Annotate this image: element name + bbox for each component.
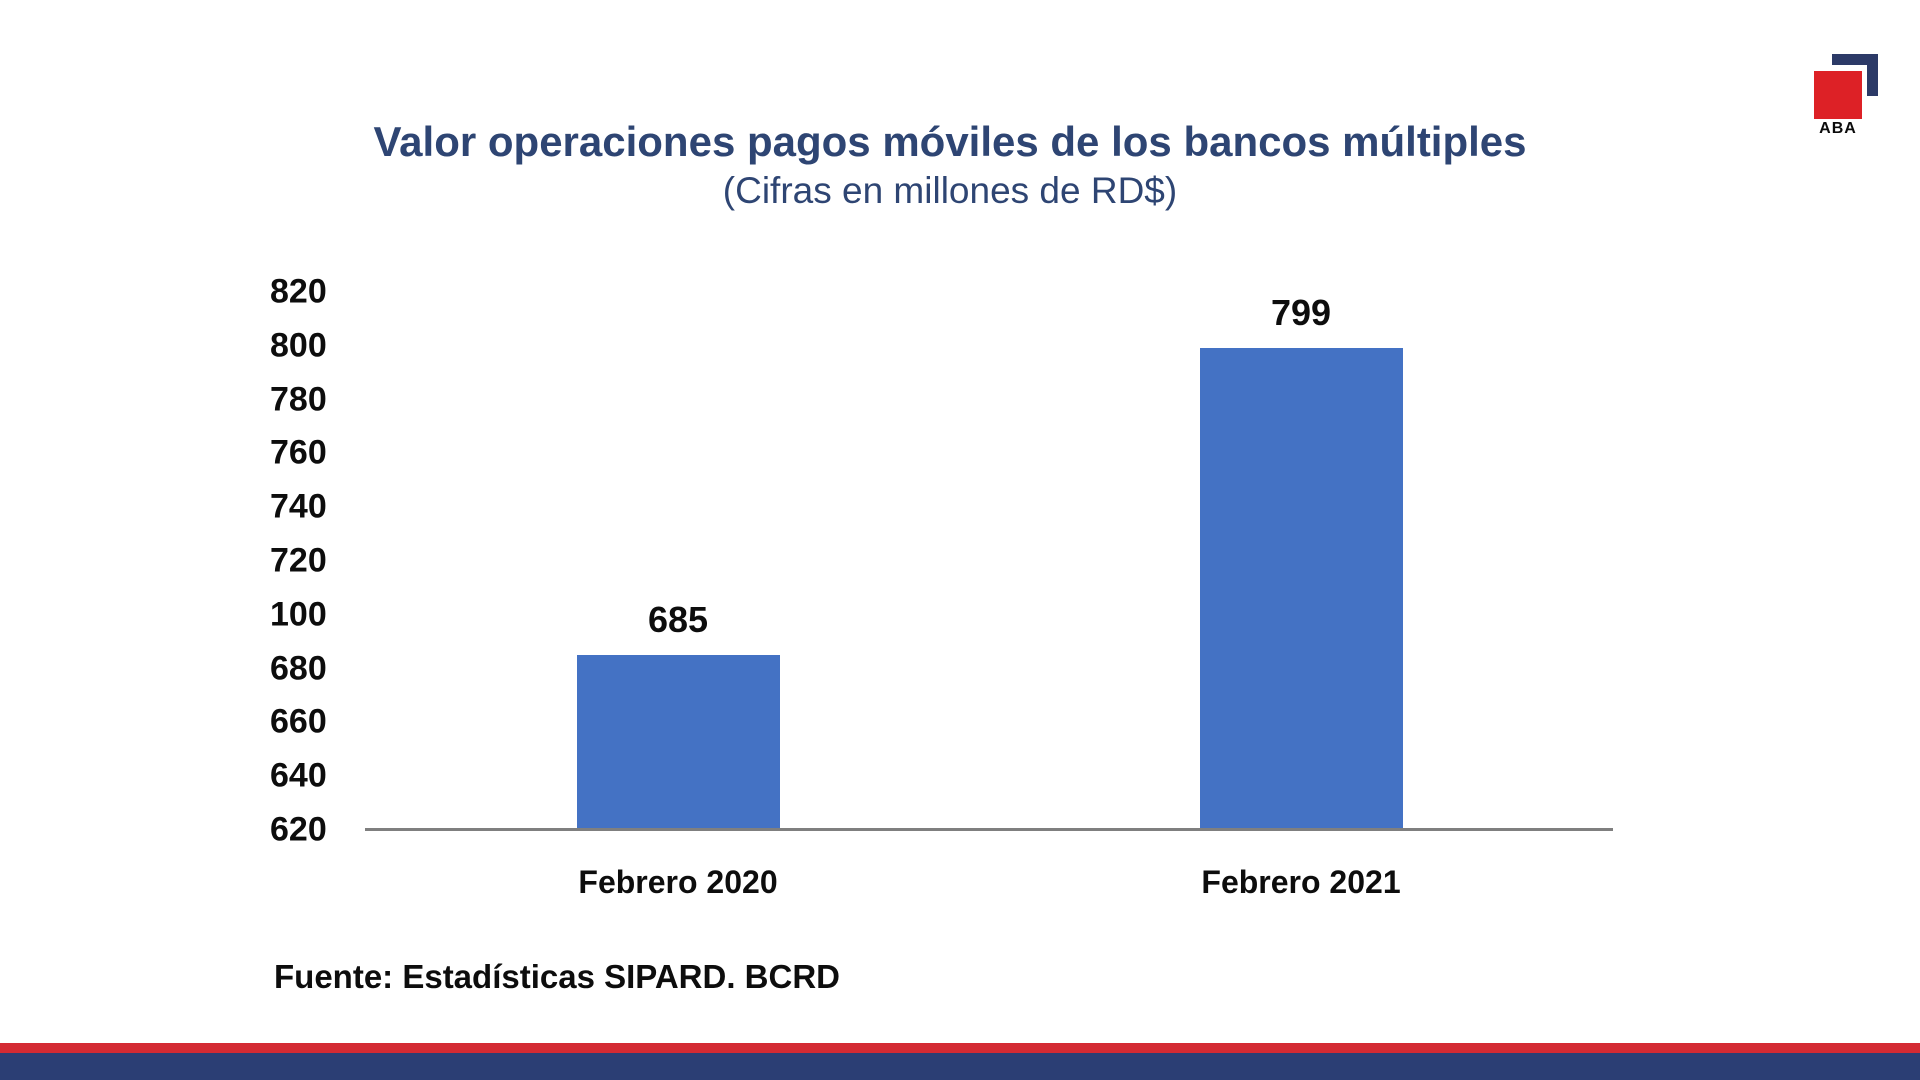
- chart-title: Valor operaciones pagos móviles de los b…: [373, 118, 1527, 165]
- y-tick-label: 800: [270, 326, 327, 365]
- x-category-label: Febrero 2020: [578, 864, 778, 900]
- y-tick-label: 740: [270, 487, 327, 526]
- y-tick-label: 620: [270, 810, 327, 849]
- chart-subtitle: (Cifras en millones de RD$): [722, 170, 1178, 212]
- logo-text: ABA: [1819, 120, 1857, 137]
- y-tick-label: 760: [270, 433, 327, 472]
- x-axis-line: [365, 828, 1613, 831]
- logo-red-square: [1814, 71, 1862, 119]
- chart-header: Valor operaciones pagos móviles de los b…: [0, 118, 1900, 213]
- bar: [1199, 348, 1403, 830]
- footer-stripe-red: [0, 1043, 1920, 1053]
- y-tick-label: 720: [270, 541, 327, 580]
- y-tick-label: 640: [270, 756, 327, 795]
- bar-value-label: 799: [1270, 292, 1332, 334]
- y-tick-label: 680: [270, 649, 327, 688]
- y-tick-label: 660: [270, 702, 327, 741]
- y-tick-label: 780: [270, 380, 327, 419]
- bar: [576, 655, 780, 830]
- y-tick-label: 100: [270, 595, 327, 634]
- aba-logo: ABA: [1810, 50, 1890, 142]
- source-note: Fuente: Estadísticas SIPARD. BCRD: [274, 958, 840, 995]
- bar-value-label: 685: [647, 599, 709, 641]
- logo-corner-bracket-shape: [1832, 54, 1878, 96]
- x-category-label: Febrero 2021: [1201, 864, 1401, 900]
- footer-stripe-navy: [0, 1053, 1920, 1080]
- y-tick-label: 820: [270, 272, 327, 311]
